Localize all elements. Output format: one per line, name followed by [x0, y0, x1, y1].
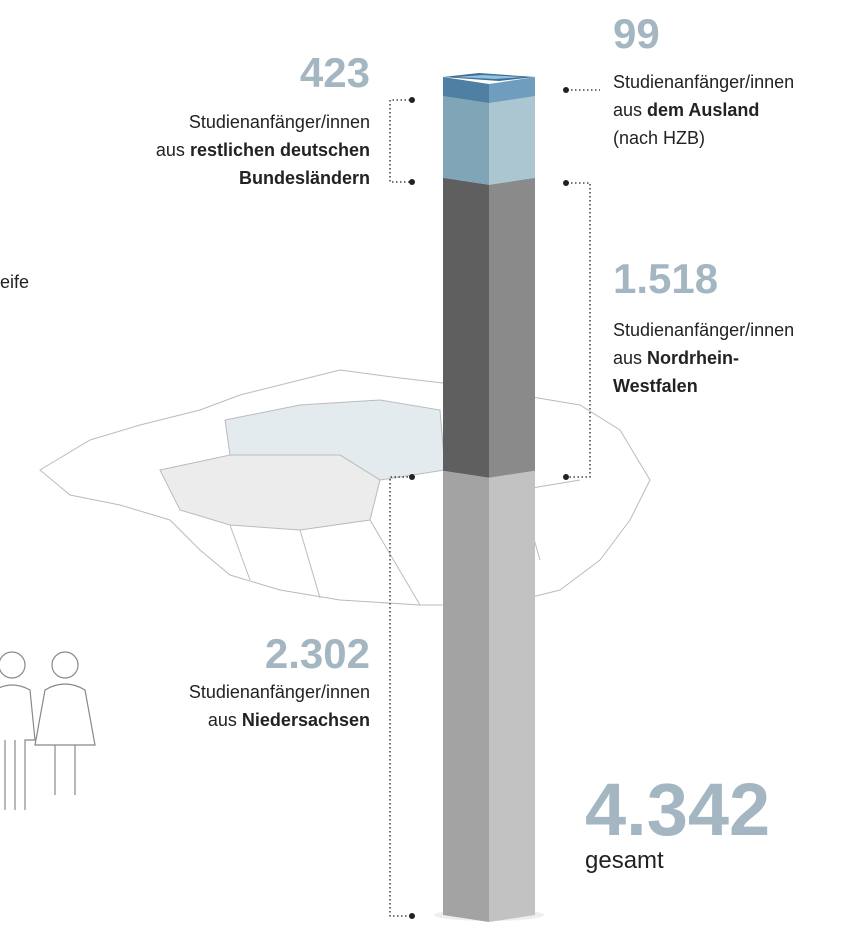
connectors — [389, 87, 600, 919]
segment-left-face — [443, 77, 489, 104]
segment-caption: aus Nordrhein- — [613, 348, 739, 368]
segment-caption: aus dem Ausland — [613, 100, 759, 120]
caption-bold: Niedersachsen — [242, 710, 370, 730]
caption-bold: Westfalen — [613, 376, 698, 396]
segment-right-face — [489, 470, 535, 922]
caption-text: Studienanfänger/innen — [613, 72, 794, 92]
segment-caption: Westfalen — [613, 376, 698, 396]
segment-top-inner — [455, 75, 523, 79]
column-segment — [443, 96, 535, 185]
segment-caption: Bundesländern — [239, 168, 370, 188]
segment-value-label: 423 — [300, 49, 370, 96]
caption-text: aus — [613, 348, 642, 368]
caption-text: aus — [156, 140, 185, 160]
segment-value-label: 99 — [613, 10, 660, 57]
map — [39, 369, 651, 606]
caption-text: (nach HZB) — [613, 128, 705, 148]
segment-caption: aus Niedersachsen — [208, 710, 370, 730]
segment-value-label: 1.518 — [613, 255, 718, 302]
caption-bold: dem Ausland — [647, 100, 759, 120]
segment-right-face — [489, 177, 535, 478]
segment-right-face — [489, 77, 535, 104]
segment-caption: Studienanfänger/innen — [189, 682, 370, 702]
text-fragment: eife — [0, 272, 29, 292]
total-caption: gesamt — [585, 847, 664, 874]
caption-text: Studienanfänger/innen — [613, 320, 794, 340]
caption-bold: Bundesländern — [239, 168, 370, 188]
segment-caption: Studienanfänger/innen — [189, 112, 370, 132]
segment-left-face — [443, 96, 489, 185]
segment-value-label: 2.302 — [265, 630, 370, 677]
column-segment — [443, 470, 535, 922]
segment-caption: (nach HZB) — [613, 128, 705, 148]
caption-bold: Nordrhein- — [647, 348, 739, 368]
segment-right-face — [489, 96, 535, 185]
segment-caption: Studienanfänger/innen — [613, 72, 794, 92]
people-icon — [0, 651, 96, 810]
caption-text: Studienanfänger/innen — [189, 682, 370, 702]
segment-left-face — [443, 177, 489, 478]
segment-caption: aus restlichen deutschen — [156, 140, 370, 160]
total-value: 4.342 — [585, 768, 770, 851]
segment-left-face — [443, 470, 489, 922]
caption-text: Studienanfänger/innen — [189, 112, 370, 132]
caption-text: aus — [208, 710, 237, 730]
caption-bold: restlichen deutschen — [190, 140, 370, 160]
column-segment — [443, 73, 535, 104]
segment-caption: Studienanfänger/innen — [613, 320, 794, 340]
caption-text: aus — [613, 100, 642, 120]
column-segment — [443, 177, 535, 478]
